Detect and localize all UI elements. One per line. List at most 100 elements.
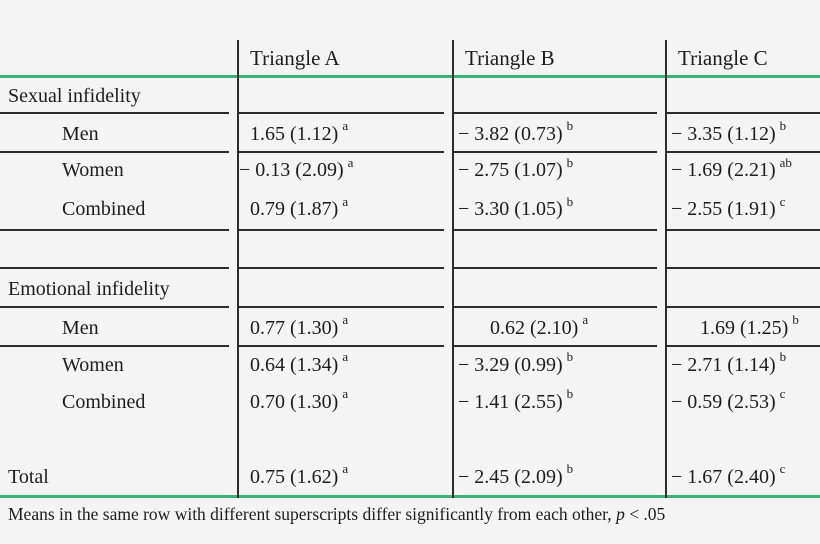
superscript: c [779,386,786,401]
empty-cell [238,77,453,114]
cell-value: 0.70 (1.30) [250,390,339,413]
cell-emotional-combined-triangle-c: − 0.59 (2.53) c [666,382,820,421]
column-header-triangle-a: Triangle A [250,46,340,70]
empty-cell [666,77,820,114]
superscript: b [566,349,574,364]
horizontal-rule [0,151,229,153]
cell-sexual-men-triangle-c: − 3.35 (1.12) b [666,114,820,153]
row-label-women: Women [62,353,124,376]
cell-value: − 1.41 (2.55) [458,390,563,413]
cell-total-triangle-a: 0.75 (1.62) a [238,456,453,497]
cell-emotional-combined-triangle-b: − 1.41 (2.55) b [453,382,666,421]
row-label-combined: Combined [62,390,146,413]
horizontal-rule [452,151,657,153]
horizontal-rule [0,306,229,308]
cell-total-triangle-b: − 2.45 (2.09) b [453,456,666,497]
horizontal-rule [452,112,657,114]
cell-value: 0.62 (2.10) [490,316,579,339]
superscript: b [566,386,574,401]
horizontal-rule [665,229,820,231]
footnote-p-symbol: p [616,504,625,524]
column-divider [665,40,667,498]
empty-cell [666,269,820,308]
horizontal-rule [237,112,444,114]
row-label-women: Women [62,159,124,181]
footnote-threshold: < .05 [624,504,666,524]
horizontal-rule [452,229,657,231]
cell-sexual-women-triangle-a: − 0.13 (2.09) a [238,153,453,187]
horizontal-rule [665,345,820,347]
superscript: a [582,312,589,327]
section-label-sexual-infidelity: Sexual infidelity [8,84,141,107]
superscript: c [779,193,786,209]
horizontal-rule [0,112,229,114]
cell-emotional-men-triangle-b: 0.62 (2.10) a [453,308,666,347]
horizontal-rule [0,267,229,269]
cell-emotional-women-triangle-b: − 3.29 (0.99) b [453,347,666,382]
superscript: a [347,154,354,170]
empty-cell [453,77,666,114]
cell-value: − 1.69 (2.21) [671,159,776,181]
superscript: a [342,118,349,133]
horizontal-rule [452,267,657,269]
empty-cell [453,269,666,308]
superscript: b [779,349,787,364]
column-header-triangle-c: Triangle C [678,46,768,70]
cell-total-triangle-c: − 1.67 (2.40) c [666,456,820,497]
column-divider [237,40,239,498]
spacer-cell [0,421,238,456]
cell-sexual-men-triangle-a: 1.65 (1.12) a [238,114,453,153]
row-label-combined: Combined [62,198,146,220]
cell-sexual-combined-triangle-b: − 3.30 (1.05) b [453,187,666,231]
horizontal-rule [0,229,229,231]
superscript: ab [779,154,792,170]
cell-value: 1.65 (1.12) [250,122,339,145]
spacer-cell [666,421,820,456]
superscript: c [779,461,786,476]
cell-emotional-men-triangle-c: 1.69 (1.25) b [666,308,820,347]
superscript: b [779,118,787,133]
horizontal-rule [237,229,444,231]
column-header-triangle-b: Triangle B [465,46,555,70]
row-label-men: Men [62,122,99,145]
superscript: b [792,312,799,327]
horizontal-rule [237,267,444,269]
horizontal-rule [237,306,444,308]
horizontal-rule [452,345,657,347]
cell-value: − 0.13 (2.09) [239,159,344,181]
spacer-cell [0,231,238,269]
cell-value: − 2.75 (1.07) [458,159,563,181]
column-divider [452,40,454,498]
cell-value: − 0.59 (2.53) [671,390,776,413]
cell-value: − 2.71 (1.14) [671,353,776,376]
green-rule [0,75,820,78]
superscript: a [342,461,349,476]
cell-sexual-men-triangle-b: − 3.82 (0.73) b [453,114,666,153]
cell-emotional-women-triangle-c: − 2.71 (1.14) b [666,347,820,382]
cell-emotional-women-triangle-a: 0.64 (1.34) a [238,347,453,382]
cell-sexual-women-triangle-b: − 2.75 (1.07) b [453,153,666,187]
cell-value: 1.69 (1.25) [700,316,789,339]
spacer-cell [666,231,820,269]
cell-emotional-men-triangle-a: 0.77 (1.30) a [238,308,453,347]
cell-value: − 3.30 (1.05) [458,198,563,220]
superscript: b [566,154,574,170]
cell-value: 0.75 (1.62) [250,465,339,488]
cell-sexual-combined-triangle-a: 0.79 (1.87) a [238,187,453,231]
horizontal-rule [665,151,820,153]
horizontal-rule [452,306,657,308]
cell-emotional-combined-triangle-a: 0.70 (1.30) a [238,382,453,421]
horizontal-rule [665,306,820,308]
cell-value: − 2.45 (2.09) [458,465,563,488]
cell-sexual-women-triangle-c: − 1.69 (2.21) ab [666,153,820,187]
superscript: b [566,118,574,133]
cell-sexual-combined-triangle-c: − 2.55 (1.91) c [666,187,820,231]
empty-cell [238,269,453,308]
row-label-total: Total [8,465,49,488]
spacer-cell [453,421,666,456]
green-rule [0,495,820,498]
horizontal-rule [0,345,229,347]
table-footnote: Means in the same row with different sup… [8,503,814,527]
